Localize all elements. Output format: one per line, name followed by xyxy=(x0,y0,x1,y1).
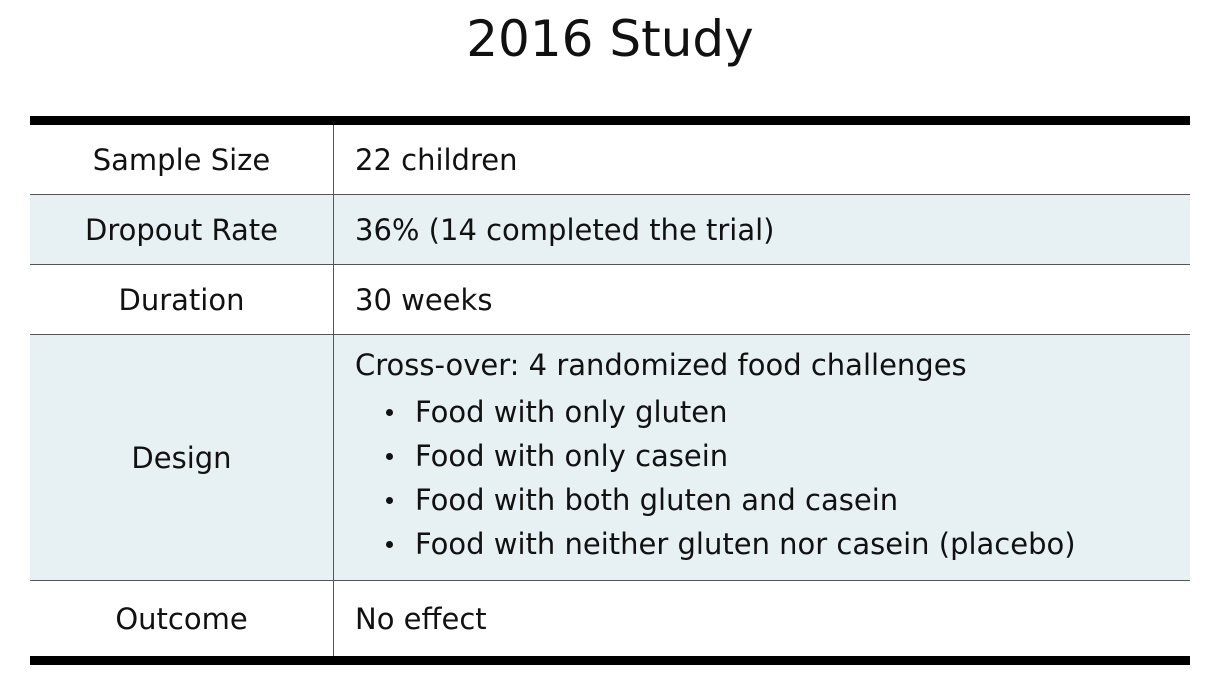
row-value: No effect xyxy=(355,601,487,636)
page-title: 2016 Study xyxy=(466,10,754,68)
table-row-outcome: Outcome No effect xyxy=(30,580,1190,656)
list-item-text: Food with only gluten xyxy=(415,394,728,429)
bullet-icon xyxy=(386,496,393,504)
table-row-dropout-rate: Dropout Rate 36% (14 completed the trial… xyxy=(30,194,1190,265)
table-row-design: Design Cross-over: 4 randomized food cha… xyxy=(30,334,1190,581)
row-value: 30 weeks xyxy=(355,282,493,317)
row-label: Outcome xyxy=(30,580,334,656)
list-item: Food with neither gluten nor casein (pla… xyxy=(355,522,1190,566)
row-value: Cross-over: 4 randomized food challenges… xyxy=(333,334,1190,581)
list-item-text: Food with both gluten and casein xyxy=(415,482,899,517)
table-top-rule xyxy=(30,116,1190,125)
list-item: Food with both gluten and casein xyxy=(355,478,1190,522)
bullet-icon xyxy=(386,540,393,548)
row-label: Duration xyxy=(30,264,334,335)
list-item-text: Food with only casein xyxy=(415,438,729,473)
row-label: Sample Size xyxy=(30,125,334,195)
row-label: Design xyxy=(30,334,334,581)
list-item-text: Food with neither gluten nor casein (pla… xyxy=(415,526,1076,561)
row-label: Dropout Rate xyxy=(30,194,334,265)
study-details-table: Sample Size 22 children Dropout Rate 36%… xyxy=(30,125,1190,656)
table-bottom-rule xyxy=(30,656,1190,665)
row-value: 22 children xyxy=(355,142,518,177)
design-challenge-list: Food with only gluten Food with only cas… xyxy=(355,390,1190,566)
bullet-icon xyxy=(386,408,393,416)
list-item: Food with only gluten xyxy=(355,390,1190,434)
row-value: 36% (14 completed the trial) xyxy=(333,194,1190,265)
table-row-sample-size: Sample Size 22 children xyxy=(30,125,1190,195)
table-row-duration: Duration 30 weeks xyxy=(30,264,1190,335)
study-table: Sample Size 22 children Dropout Rate 36%… xyxy=(30,116,1190,665)
list-item: Food with only casein xyxy=(355,434,1190,478)
design-summary: Cross-over: 4 randomized food challenges xyxy=(355,347,967,382)
bullet-icon xyxy=(386,452,393,460)
